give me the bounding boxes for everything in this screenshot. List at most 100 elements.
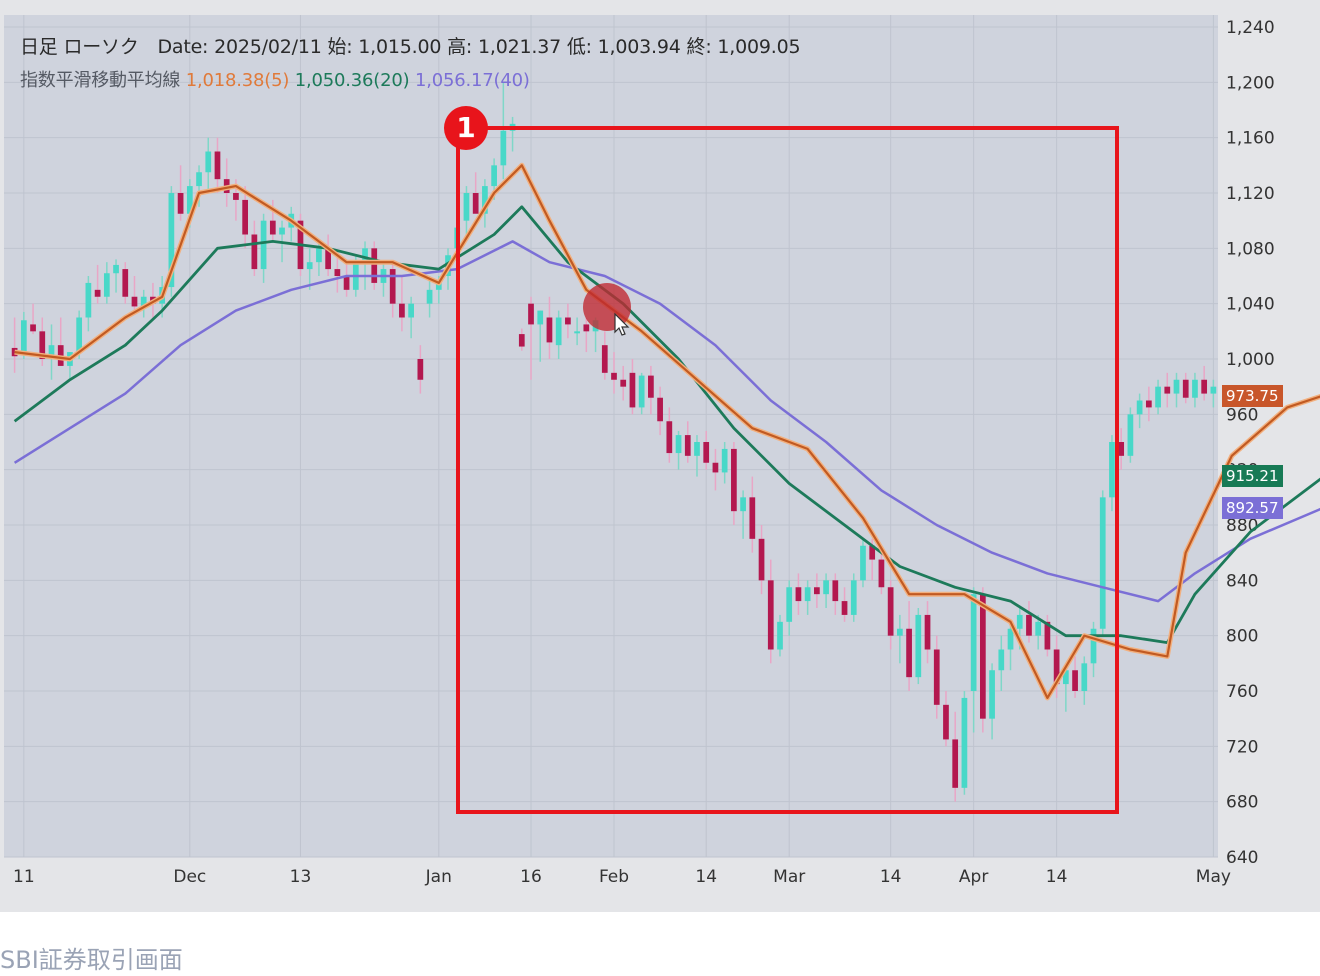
y-tick-label: 760	[1226, 682, 1258, 702]
x-tick-label: Dec	[173, 867, 206, 887]
candle-body	[574, 331, 580, 334]
candle-body	[814, 587, 820, 595]
candle-body	[500, 130, 507, 166]
candle-body	[767, 580, 774, 650]
x-tick-label: May	[1196, 867, 1231, 887]
candle-body	[518, 334, 525, 347]
candle-body	[186, 186, 193, 214]
y-tick-label: 720	[1226, 737, 1258, 757]
candle-body	[675, 435, 682, 454]
x-tick-label: 16	[520, 867, 542, 887]
candle-body	[426, 289, 433, 304]
ema40-legend-value: 1,056.17(40)	[414, 70, 530, 91]
candle-body	[915, 614, 922, 678]
candle-body	[76, 317, 83, 353]
candle-body	[841, 601, 848, 615]
candle-body	[860, 545, 866, 581]
candle-body	[389, 269, 396, 304]
x-tick-label: 14	[880, 867, 902, 887]
candle-body	[177, 193, 184, 214]
candle-body	[325, 248, 331, 270]
candle-body	[740, 497, 746, 512]
x-tick-label: 13	[290, 867, 312, 887]
chart-panel: 1,2401,2001,1601,1201,0801,0401,00096092…	[0, 0, 1320, 912]
candle-body	[48, 345, 55, 357]
y-tick-label: 680	[1226, 793, 1258, 813]
candle-body	[279, 227, 285, 235]
annotation-number-badge: 1	[444, 106, 488, 150]
x-tick-label: Apr	[959, 867, 988, 887]
y-tick-label: 1,040	[1226, 295, 1275, 315]
candle-body	[1007, 628, 1014, 650]
ema20-price-badge: 915.21	[1222, 465, 1283, 487]
y-tick-label: 1,240	[1226, 18, 1275, 38]
ema40-price-badge: 892.57	[1222, 497, 1283, 519]
candle-body	[1016, 614, 1023, 629]
candle-body	[1072, 670, 1078, 691]
candle-body	[214, 151, 221, 180]
ema20-legend-value: 1,050.36(20)	[294, 70, 410, 91]
candle-body	[140, 296, 147, 307]
candle-body	[998, 649, 1005, 671]
candle-body	[168, 193, 175, 288]
candle-body	[887, 587, 894, 636]
candle-body	[1127, 414, 1134, 456]
candle-body	[897, 628, 903, 636]
candle-body	[131, 296, 138, 307]
image-caption: SBI証券取引画面	[0, 946, 183, 974]
candle-body	[832, 580, 839, 602]
candle-body	[306, 262, 313, 270]
candle-body	[399, 303, 405, 318]
candle-body	[684, 435, 691, 456]
ema-legend: 指数平滑移動平均線 1,018.38(5) 1,050.36(20) 1,056…	[20, 66, 530, 92]
candle-body	[906, 628, 912, 678]
candle-body	[970, 594, 977, 691]
candle-body	[924, 614, 931, 650]
candle-body	[952, 739, 959, 788]
candle-body	[777, 621, 783, 650]
plot-area	[4, 15, 1218, 857]
candle-body	[703, 442, 710, 463]
y-tick-label: 840	[1226, 571, 1258, 591]
ema5-legend-value: 1,018.38(5)	[185, 70, 290, 91]
candle-body	[463, 193, 470, 221]
candle-body	[1053, 649, 1060, 685]
candle-body	[666, 421, 673, 454]
y-tick-label: 1,160	[1226, 129, 1275, 149]
candle-body	[417, 359, 424, 380]
candle-body	[482, 186, 488, 214]
candle-body	[823, 580, 829, 595]
candle-body	[943, 704, 949, 740]
y-tick-label: 800	[1226, 627, 1258, 647]
candle-body	[1081, 663, 1088, 691]
candle-body	[196, 172, 202, 187]
x-tick-label: 11	[13, 867, 35, 887]
ema5-line	[14, 164, 1320, 699]
candle-body	[989, 670, 995, 719]
candle-body	[435, 282, 442, 290]
candle-body	[30, 324, 36, 332]
candle-body	[537, 310, 544, 325]
candle-body	[620, 379, 627, 387]
candle-body	[749, 497, 756, 539]
candle-body	[1145, 400, 1152, 408]
candle-body	[316, 248, 322, 263]
y-tick-label: 640	[1226, 848, 1258, 868]
candle-body	[94, 289, 101, 297]
candle-body	[546, 317, 553, 343]
candle-body	[979, 594, 986, 719]
candle-body	[555, 317, 562, 346]
y-tick-label: 1,200	[1226, 73, 1275, 93]
candle-body	[103, 273, 110, 297]
candle-body	[795, 587, 802, 602]
candle-body	[122, 269, 129, 297]
candle-body	[472, 193, 479, 214]
candle-body	[731, 448, 737, 512]
y-tick-label: 880	[1226, 516, 1258, 536]
candle-body	[1136, 400, 1143, 415]
ema20-line	[13, 205, 1320, 644]
ema40-line	[13, 240, 1320, 603]
ema-legend-title: 指数平滑移動平均線	[20, 70, 181, 91]
candle-body	[629, 372, 636, 408]
candle-body	[251, 234, 258, 270]
